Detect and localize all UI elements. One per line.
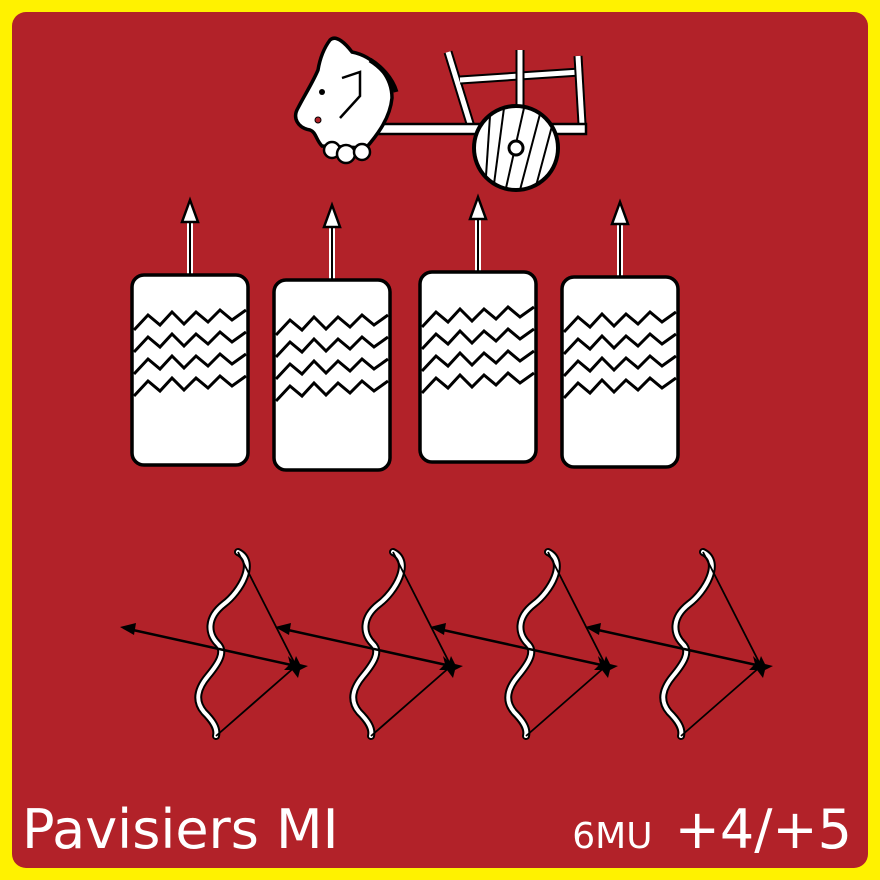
combat-factors: +4/+5 [674, 798, 852, 861]
pavise-spear-icon [132, 200, 248, 465]
movement-value: 6MU [572, 816, 653, 857]
unit-name: Pavisiers MI [22, 798, 339, 861]
pavise-spear-icon [562, 202, 678, 467]
bow-arrow-icon [120, 552, 308, 736]
pavise-spear-icon [274, 205, 390, 470]
unit-stats: 6MU +4/+5 [572, 798, 852, 875]
bow-arrow-icon [430, 552, 618, 736]
bow-row [120, 552, 773, 736]
horse-chariot-icon [293, 36, 588, 192]
pavise-row [132, 197, 678, 470]
pavise-spear-icon [420, 197, 536, 462]
bow-arrow-icon [585, 552, 773, 736]
bow-arrow-icon [275, 552, 463, 736]
